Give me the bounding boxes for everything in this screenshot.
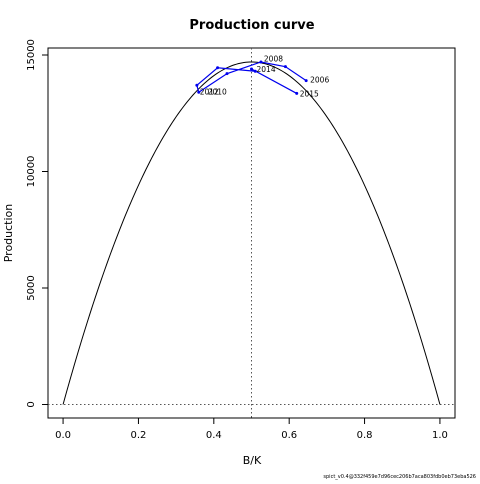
trajectory-point	[259, 60, 263, 64]
y-tick-label: 10000	[26, 156, 37, 188]
trajectory-point	[197, 90, 201, 94]
x-tick-label: 0.0	[55, 430, 71, 441]
x-tick-label: 0.4	[206, 430, 222, 441]
production-curve-line	[62, 61, 441, 405]
trajectory-line	[196, 61, 307, 94]
y-axis-label: Production	[2, 204, 15, 263]
x-tick-label: 0.8	[357, 430, 373, 441]
trajectory-point	[253, 69, 257, 73]
year-label: 2008	[264, 54, 283, 63]
y-tick-label: 0	[26, 401, 37, 407]
y-tick-label: 5000	[26, 275, 37, 300]
footer-version-text: spict_v0.4@332f459e7d96cec206b7aca803fdb…	[323, 474, 476, 480]
trajectory-point	[295, 91, 299, 95]
year-label: 2012	[200, 87, 219, 96]
trajectory-point	[216, 66, 220, 70]
trajectory-point	[225, 72, 229, 76]
x-axis-label: B/K	[243, 454, 262, 467]
year-label: 2010	[208, 87, 227, 96]
trajectory-point	[283, 65, 287, 69]
trajectory-point	[250, 67, 253, 71]
trajectory-point	[304, 79, 308, 83]
x-tick-label: 0.6	[281, 430, 297, 441]
x-tick-label: 1.0	[432, 430, 448, 441]
year-label: 2006	[310, 76, 329, 85]
y-tick-label: 15000	[26, 39, 37, 71]
year-label: 2014	[257, 65, 276, 74]
chart-title: Production curve	[189, 18, 314, 33]
year-label: 2015	[300, 89, 319, 98]
trajectory-point	[195, 83, 199, 87]
x-tick-label: 0.2	[130, 430, 146, 441]
